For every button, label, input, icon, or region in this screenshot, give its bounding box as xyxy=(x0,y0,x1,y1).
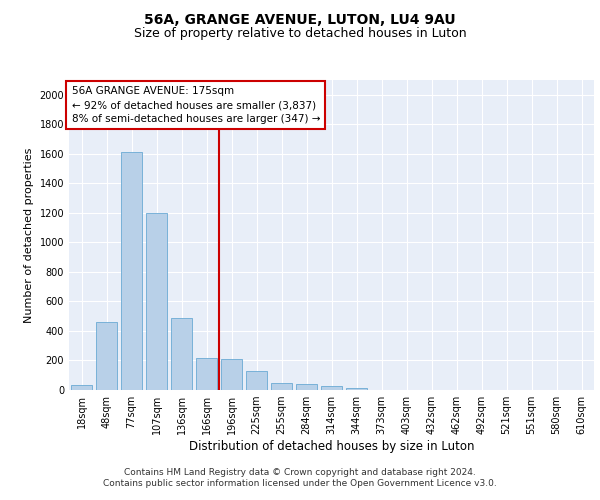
Bar xyxy=(271,382,292,390)
X-axis label: Distribution of detached houses by size in Luton: Distribution of detached houses by size … xyxy=(189,440,474,453)
Bar xyxy=(321,386,342,390)
Bar xyxy=(96,322,117,390)
Bar xyxy=(246,371,267,390)
Bar xyxy=(346,388,367,390)
Text: Contains HM Land Registry data © Crown copyright and database right 2024.
Contai: Contains HM Land Registry data © Crown c… xyxy=(103,468,497,487)
Bar xyxy=(121,152,142,390)
Bar xyxy=(296,384,317,390)
Bar xyxy=(171,318,192,390)
Bar xyxy=(196,358,217,390)
Text: Size of property relative to detached houses in Luton: Size of property relative to detached ho… xyxy=(134,28,466,40)
Bar xyxy=(146,213,167,390)
Text: 56A, GRANGE AVENUE, LUTON, LU4 9AU: 56A, GRANGE AVENUE, LUTON, LU4 9AU xyxy=(144,12,456,26)
Y-axis label: Number of detached properties: Number of detached properties xyxy=(24,148,34,322)
Text: 56A GRANGE AVENUE: 175sqm
← 92% of detached houses are smaller (3,837)
8% of sem: 56A GRANGE AVENUE: 175sqm ← 92% of detac… xyxy=(71,86,320,124)
Bar xyxy=(71,385,92,390)
Bar xyxy=(221,359,242,390)
